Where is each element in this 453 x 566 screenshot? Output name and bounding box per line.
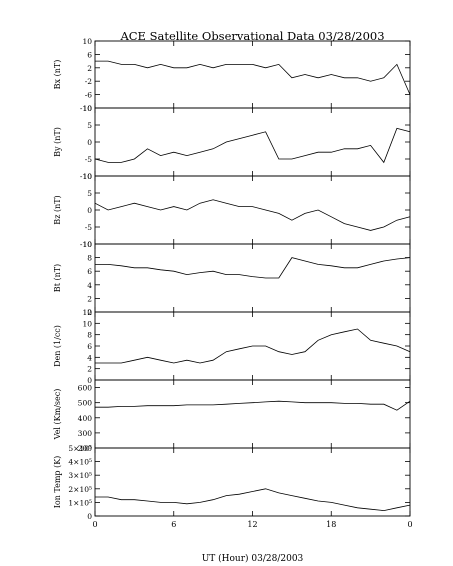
panel-frame-3	[94, 243, 411, 313]
y-tick-label-1-4: 10	[82, 104, 92, 113]
y-axis-label-5: Vel (Km/sec)	[53, 389, 62, 441]
y-axis-label-2: Bz (nT)	[53, 195, 62, 224]
series-line-5	[95, 400, 411, 411]
y-tick-label-2-1: -5	[85, 223, 93, 232]
y-tick-label-3-2: 4	[87, 281, 92, 290]
series-line-3	[95, 257, 411, 279]
y-tick-label-0-5: 10	[82, 37, 92, 46]
y-tick-label-3-1: 2	[87, 294, 92, 303]
y-tick-label-5-2: 400	[78, 414, 93, 423]
series-line-2	[94, 199, 411, 231]
y-tick-label-2-3: 5	[87, 189, 92, 198]
y-axis-label-6: Ion Temp (K)	[53, 456, 62, 509]
y-tick-label-1-0: -10	[80, 172, 92, 181]
y-tick-label-2-2: 0	[87, 206, 92, 215]
y-tick-label-5-0: 200	[78, 444, 93, 453]
y-tick-label-3-4: 8	[87, 254, 92, 263]
x-tick-label-4: 0	[407, 520, 412, 529]
y-tick-label-5-1: 300	[78, 429, 93, 438]
chart-title: ACE Satellite Observational Data 03/28/2…	[120, 29, 385, 43]
y-axis-label-4: Den (1/cc)	[53, 325, 62, 367]
panel-frame-2	[94, 175, 411, 245]
y-tick-label-6-3: 3×10⁵	[68, 471, 92, 480]
y-tick-label-4-6: 12	[82, 308, 92, 317]
series-line-4	[95, 328, 411, 364]
y-axis-label-0: Bx (nT)	[53, 60, 62, 90]
y-tick-label-4-1: 2	[87, 365, 92, 374]
y-tick-label-3-0: 0	[87, 308, 92, 317]
y-axis-label-3: Bt (nT)	[53, 264, 62, 292]
y-tick-label-3-5: 10	[82, 240, 92, 249]
x-axis-label: UT (Hour) 03/28/2003	[201, 554, 304, 564]
panel-frame-6	[94, 447, 411, 517]
y-tick-label-4-5: 10	[82, 319, 92, 328]
y-tick-label-6-0: 0	[87, 512, 92, 521]
y-axis-label-1: By (nT)	[53, 127, 62, 157]
y-tick-label-0-0: -10	[80, 104, 92, 113]
series-line-6	[95, 488, 411, 512]
series-line-1	[94, 127, 411, 164]
y-tick-label-6-2: 2×10⁵	[68, 485, 92, 494]
y-tick-label-2-4: 10	[82, 172, 92, 181]
y-tick-label-5-4: 600	[78, 384, 93, 393]
x-tick-label-3: 18	[326, 520, 336, 529]
y-tick-label-1-1: -5	[85, 155, 93, 164]
panel-frame-1	[94, 107, 411, 177]
y-tick-label-6-1: 1×10⁵	[68, 498, 92, 507]
y-tick-label-4-0: 0	[87, 376, 92, 385]
y-tick-label-0-4: 6	[87, 50, 92, 59]
y-tick-label-4-4: 8	[87, 331, 92, 340]
y-tick-label-0-3: 2	[87, 64, 92, 73]
y-tick-label-2-0: -10	[80, 240, 92, 249]
y-tick-label-6-4: 4×10⁵	[68, 458, 92, 467]
y-tick-label-3-3: 6	[87, 267, 92, 276]
y-tick-label-1-2: 0	[87, 138, 92, 147]
y-tick-label-4-2: 4	[87, 353, 92, 362]
panel-frame-0	[94, 40, 411, 109]
y-tick-label-6-5: 5×10⁵	[68, 444, 92, 453]
y-tick-label-4-3: 6	[87, 342, 92, 351]
x-tick-label-1: 6	[171, 520, 176, 529]
panel-frame-5	[94, 379, 411, 449]
y-tick-label-1-3: 5	[87, 121, 92, 130]
y-tick-label-5-3: 500	[78, 399, 93, 408]
x-tick-label-0: 0	[92, 520, 97, 529]
x-tick-label-2: 12	[247, 520, 257, 529]
y-tick-label-0-2: -2	[85, 77, 93, 86]
y-tick-label-0-1: -6	[85, 91, 93, 100]
series-line-0	[95, 60, 411, 95]
